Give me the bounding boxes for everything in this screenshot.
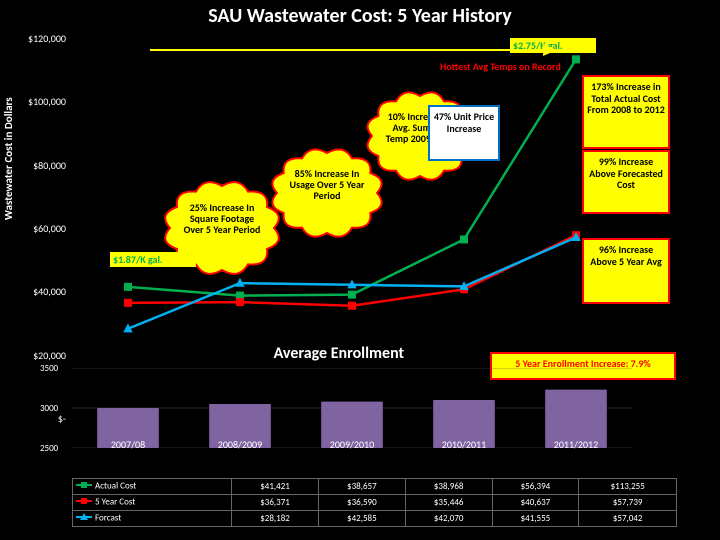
callout-box: 99% Increase Above Forecasted Cost — [582, 150, 670, 214]
enrollment-tick: 3500 — [40, 363, 58, 374]
annotation: $2.75/K gal. — [510, 38, 596, 53]
chart-title: SAU Wastewater Cost: 5 Year History — [0, 4, 720, 28]
enrollment-bars-svg — [72, 368, 632, 448]
y-tick: $40,000 — [22, 285, 66, 298]
x-tick: 2008/2009 — [195, 438, 285, 451]
annotation: $1.87/K gal. — [110, 252, 196, 267]
y-tick: $100,000 — [22, 95, 66, 108]
enrollment-tick: 2500 — [40, 443, 58, 454]
callout-box: 96% Increase Above 5 Year Avg — [582, 238, 670, 304]
x-tick: 2010/2011 — [419, 438, 509, 451]
y-axis-label: Wastewater Cost in Dollars — [2, 97, 15, 220]
callout-box: 47% Unit Price Increase — [428, 105, 500, 161]
y-tick: $120,000 — [22, 32, 66, 45]
y-tick: $20,000 — [22, 349, 66, 362]
y-tick: $60,000 — [22, 222, 66, 235]
data-table: Actual Cost$41,421$38,657$38,968$56,394$… — [72, 478, 677, 527]
enrollment-tick: 3000 — [40, 403, 58, 414]
enrollment-label: Average Enrollment — [274, 344, 405, 363]
callout-box: 173% Increase in Total Actual Cost From … — [582, 75, 670, 149]
x-tick: 2011/2012 — [531, 438, 621, 451]
y-tick: $80,000 — [22, 159, 66, 172]
x-tick: 2009/2010 — [307, 438, 397, 451]
x-tick: 2007/08 — [83, 438, 173, 451]
annotation: Hottest Avg Temps on Record — [440, 60, 640, 73]
